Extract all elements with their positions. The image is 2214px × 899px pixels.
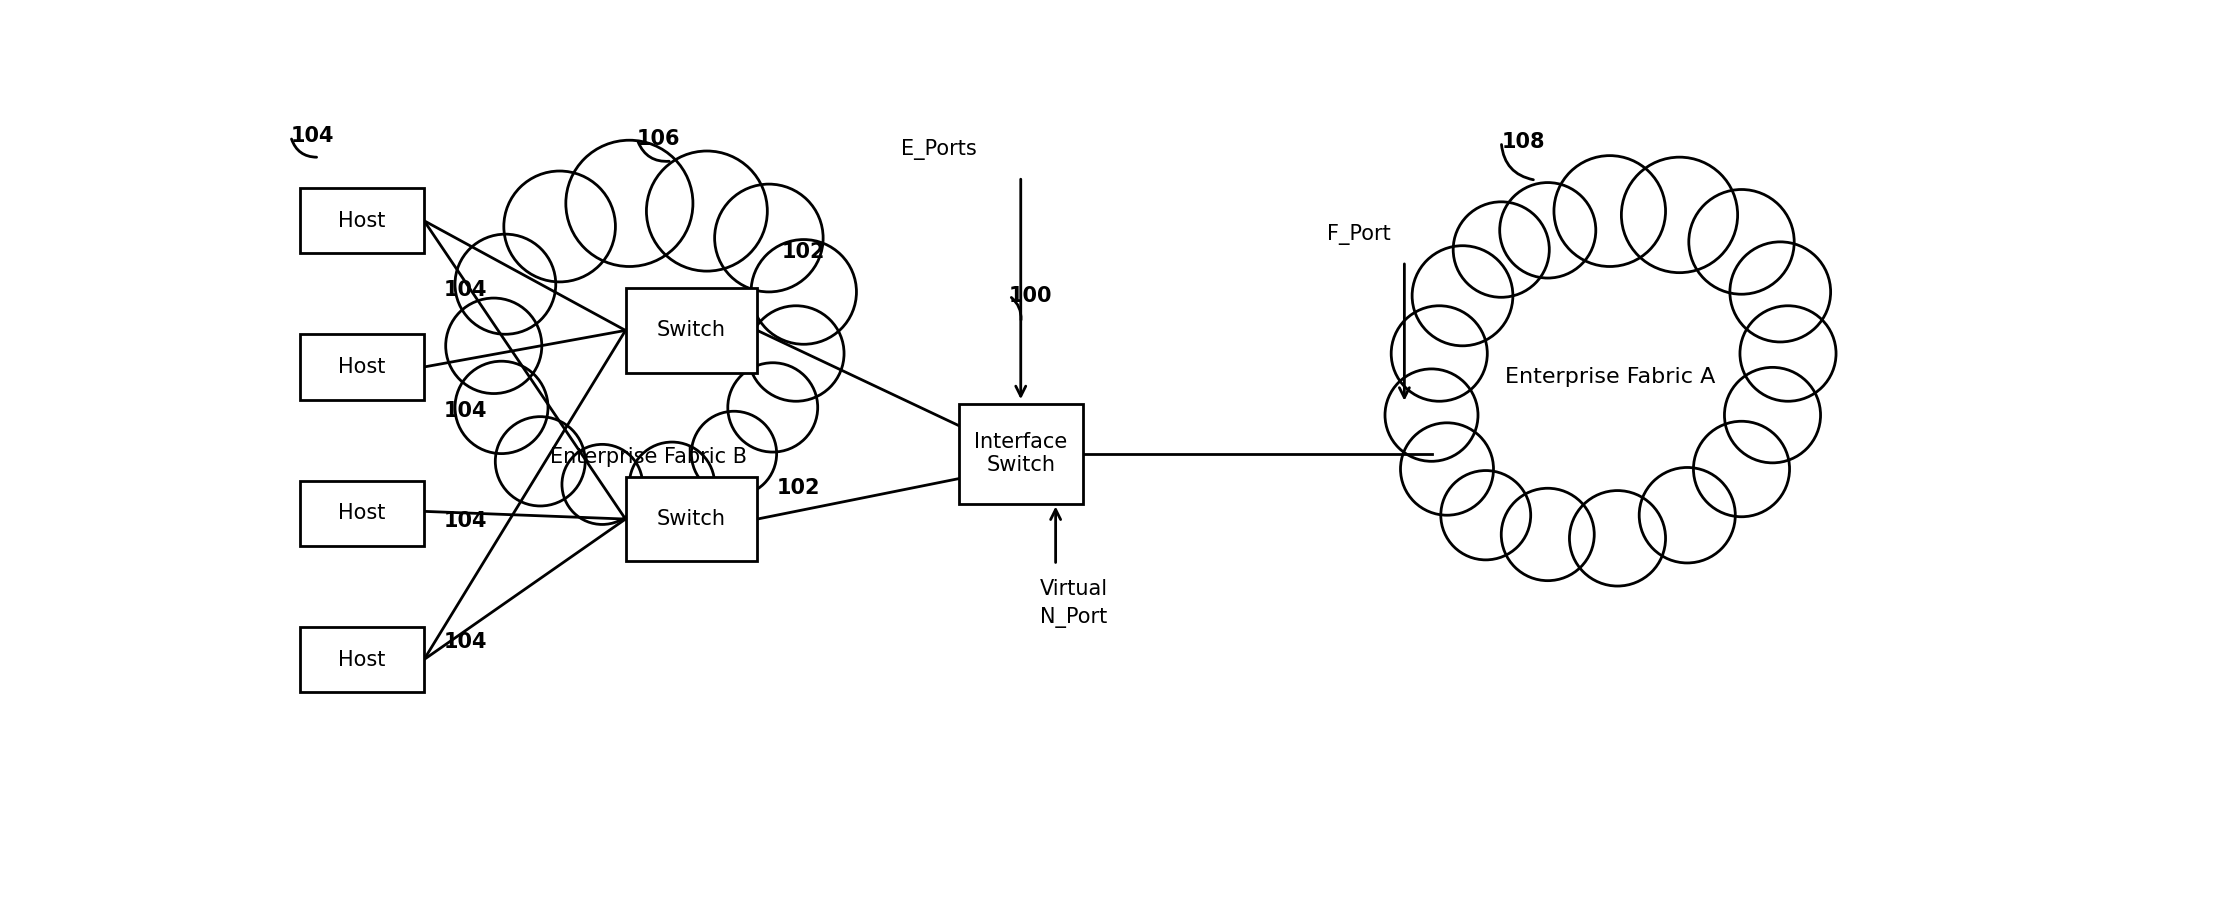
FancyBboxPatch shape xyxy=(301,627,425,692)
FancyBboxPatch shape xyxy=(301,481,425,546)
Text: 104: 104 xyxy=(443,401,487,422)
Circle shape xyxy=(728,363,817,452)
Text: 108: 108 xyxy=(1501,132,1545,152)
Circle shape xyxy=(1441,470,1530,560)
Circle shape xyxy=(496,416,584,506)
Circle shape xyxy=(1740,306,1835,401)
Text: F_Port: F_Port xyxy=(1326,224,1390,245)
Circle shape xyxy=(1386,369,1479,461)
Text: Enterprise Fabric B: Enterprise Fabric B xyxy=(551,448,748,467)
Text: Switch: Switch xyxy=(658,320,726,341)
Circle shape xyxy=(691,411,777,496)
Circle shape xyxy=(505,171,615,282)
Text: 100: 100 xyxy=(1010,286,1052,306)
Circle shape xyxy=(1413,245,1512,346)
Circle shape xyxy=(1390,306,1488,401)
Circle shape xyxy=(1554,156,1665,266)
Text: 102: 102 xyxy=(782,242,826,262)
Circle shape xyxy=(1725,368,1820,463)
Text: 104: 104 xyxy=(290,127,334,147)
Text: 106: 106 xyxy=(638,129,680,149)
Circle shape xyxy=(629,442,715,527)
Text: E_Ports: E_Ports xyxy=(901,139,976,160)
Circle shape xyxy=(1570,491,1665,586)
Circle shape xyxy=(1401,423,1494,515)
Circle shape xyxy=(646,151,768,271)
Circle shape xyxy=(456,361,549,454)
Circle shape xyxy=(1638,467,1736,563)
Text: Enterprise Fabric A: Enterprise Fabric A xyxy=(1506,367,1716,387)
Circle shape xyxy=(715,184,824,292)
Text: Host: Host xyxy=(339,357,385,377)
Text: 104: 104 xyxy=(443,512,487,531)
Text: Host: Host xyxy=(339,210,385,231)
Circle shape xyxy=(748,306,844,401)
Circle shape xyxy=(1694,422,1789,517)
Text: Host: Host xyxy=(339,650,385,670)
Circle shape xyxy=(1729,242,1831,342)
Circle shape xyxy=(751,239,857,344)
FancyBboxPatch shape xyxy=(301,334,425,400)
Circle shape xyxy=(1452,201,1550,298)
Circle shape xyxy=(567,140,693,266)
Text: Virtual
N_Port: Virtual N_Port xyxy=(1041,579,1109,628)
Circle shape xyxy=(1689,190,1793,294)
FancyBboxPatch shape xyxy=(301,188,425,254)
Text: 104: 104 xyxy=(443,280,487,300)
Circle shape xyxy=(562,444,642,524)
FancyBboxPatch shape xyxy=(627,476,757,561)
FancyBboxPatch shape xyxy=(627,288,757,373)
Circle shape xyxy=(456,234,556,334)
Circle shape xyxy=(1621,157,1738,272)
Text: Interface
Switch: Interface Switch xyxy=(974,432,1067,476)
Text: Switch: Switch xyxy=(658,509,726,529)
FancyBboxPatch shape xyxy=(959,404,1083,503)
Circle shape xyxy=(1499,182,1596,278)
Text: Host: Host xyxy=(339,503,385,523)
Circle shape xyxy=(1501,488,1594,581)
Circle shape xyxy=(445,298,542,394)
Text: 104: 104 xyxy=(443,632,487,653)
Text: 102: 102 xyxy=(777,478,819,498)
